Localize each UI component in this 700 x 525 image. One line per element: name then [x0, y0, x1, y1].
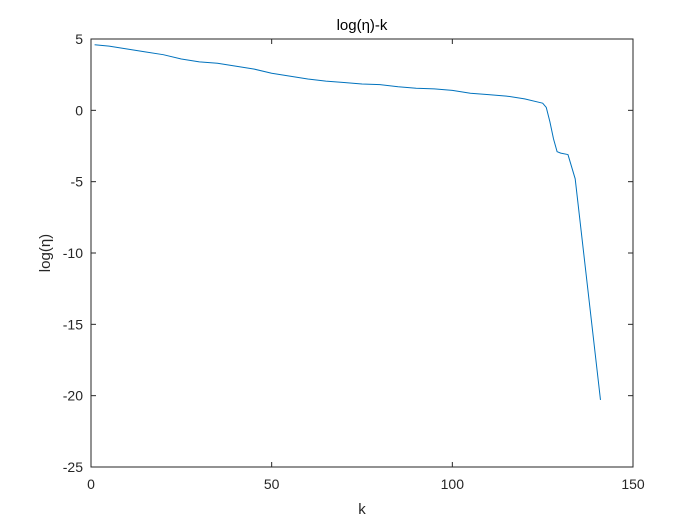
- y-tick-label: -5: [71, 174, 84, 190]
- x-tick-label: 150: [621, 476, 645, 492]
- y-tick-label: -20: [63, 388, 83, 404]
- y-tick-label: -10: [63, 245, 83, 261]
- y-tick-label: -25: [63, 459, 83, 475]
- y-tick-label: 0: [75, 102, 83, 118]
- y-tick-labels: 5 0 -5 -10 -15 -20 -25: [63, 31, 83, 475]
- y-tick-label: 5: [75, 31, 83, 47]
- x-tick-label: 0: [87, 476, 95, 492]
- y-axis-label: log(η): [37, 234, 54, 272]
- x-tick-label: 50: [264, 476, 280, 492]
- x-tick-label: 100: [441, 476, 465, 492]
- chart-title: log(η)-k: [337, 17, 388, 34]
- x-axis-label: k: [358, 501, 366, 518]
- plot-area: [91, 39, 633, 467]
- x-tick-labels: 0 50 100 150: [87, 476, 645, 492]
- plot-frame: [90, 38, 634, 468]
- y-tick-label: -15: [63, 316, 83, 332]
- series-line: [94, 44, 601, 401]
